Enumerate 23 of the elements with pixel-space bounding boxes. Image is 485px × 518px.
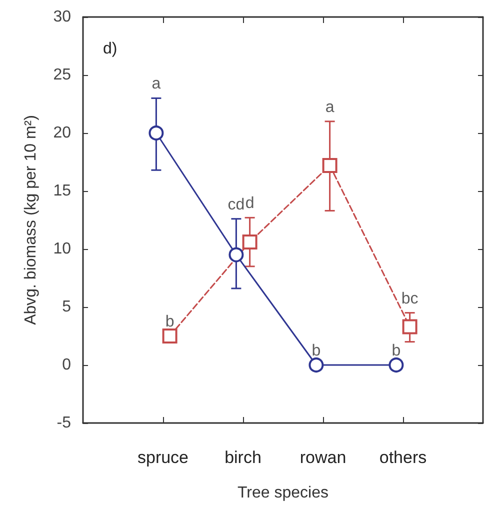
x-axis-title: Tree species (238, 484, 328, 502)
data-label: a (152, 76, 161, 93)
x-tick-label: birch (224, 448, 262, 467)
y-tick-label: 0 (62, 356, 72, 374)
data-label: b (392, 342, 401, 360)
x-tick-label: rowan (300, 448, 346, 467)
x-tick-label: spruce (137, 448, 189, 467)
y-tick-label: -5 (56, 414, 72, 432)
text: d) (103, 40, 118, 58)
data-label: bc (401, 290, 418, 308)
y-axis-title: Abvg. biomass (kg per 10 m²) (22, 115, 40, 325)
y-tick-label: 15 (53, 182, 72, 200)
data-label: cd (228, 196, 245, 214)
y-tick-label: 10 (53, 240, 72, 258)
y-tick-label: 20 (53, 124, 72, 142)
y-tick-label: 30 (53, 8, 72, 26)
data-label: a (325, 98, 334, 116)
data-label: b (165, 314, 174, 330)
data-label: d (245, 195, 254, 212)
y-tick-label: 5 (62, 298, 72, 316)
y-tick-label: 25 (53, 66, 72, 84)
x-tick-label: others (379, 448, 427, 467)
data-label: b (312, 342, 321, 360)
